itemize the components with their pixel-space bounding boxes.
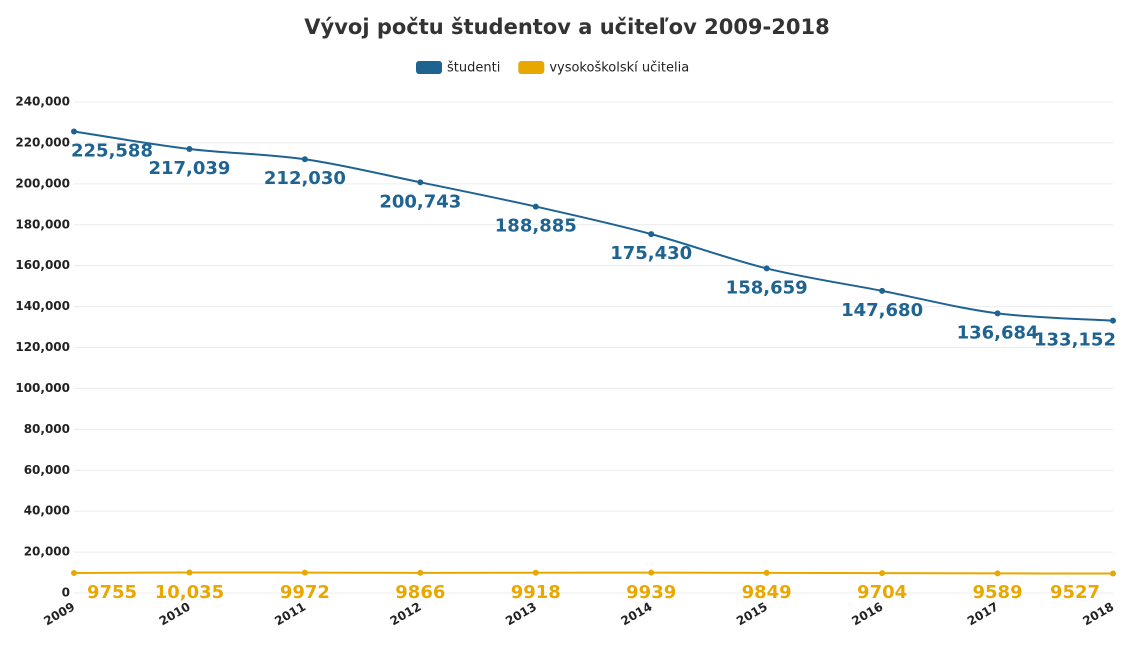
- data-label: 225,588: [71, 140, 153, 161]
- point: [1110, 570, 1116, 577]
- point: [417, 569, 424, 576]
- data-label: 9866: [395, 582, 445, 603]
- point: [301, 569, 308, 576]
- data-label: 9527: [1050, 582, 1100, 603]
- point: [417, 179, 424, 186]
- y-tick-label: 20,000: [24, 545, 70, 559]
- point: [71, 570, 77, 577]
- legend-swatch: [416, 61, 442, 74]
- y-tick-label: 40,000: [24, 504, 70, 518]
- legend-swatch: [518, 61, 545, 74]
- y-tick-label: 0: [62, 586, 70, 600]
- series-line: [73, 571, 1114, 575]
- point: [186, 145, 193, 152]
- data-label: 158,659: [726, 277, 808, 298]
- data-label: 9704: [857, 582, 907, 603]
- y-tick-label: 120,000: [15, 340, 70, 354]
- data-label: 9939: [626, 582, 676, 603]
- data-label: 217,039: [148, 158, 230, 179]
- x-tick-label: 2009: [41, 600, 77, 629]
- x-tick-label: 2011: [272, 600, 308, 629]
- data-label: 9755: [87, 582, 137, 603]
- data-label: 9849: [742, 582, 792, 603]
- point: [879, 570, 886, 577]
- y-tick-label: 60,000: [24, 463, 70, 477]
- point: [301, 156, 308, 163]
- y-tick-label: 200,000: [15, 176, 70, 190]
- y-tick-label: 240,000: [15, 95, 70, 109]
- y-tick-label: 220,000: [15, 135, 70, 149]
- x-tick-label: 2017: [965, 600, 1001, 629]
- data-label: 188,885: [495, 216, 577, 237]
- data-label: 9918: [511, 582, 561, 603]
- point: [879, 287, 886, 294]
- point: [186, 569, 193, 576]
- data-label: 9589: [973, 582, 1023, 603]
- data-label: 9972: [280, 582, 330, 603]
- chart-title: Vývoj počtu študentov a učiteľov 2009-20…: [304, 15, 829, 39]
- x-tick-label: 2013: [503, 600, 539, 629]
- x-tick-label: 2016: [849, 600, 885, 629]
- x-tick-label: 2010: [157, 600, 193, 629]
- data-label: 200,743: [379, 191, 461, 212]
- point: [763, 569, 770, 576]
- x-tick-label: 2018: [1080, 600, 1116, 629]
- y-tick-label: 140,000: [15, 299, 70, 313]
- y-tick-label: 160,000: [15, 258, 70, 272]
- x-tick-label: 2012: [388, 600, 424, 629]
- legend-label: študenti: [447, 61, 500, 76]
- series-line: [73, 130, 1114, 322]
- data-label: 147,680: [841, 300, 923, 321]
- data-label: 10,035: [155, 582, 224, 603]
- y-tick-label: 100,000: [15, 381, 70, 395]
- point: [532, 569, 539, 576]
- data-label: 212,030: [264, 168, 346, 189]
- y-tick-label: 80,000: [24, 422, 70, 436]
- data-label: 175,430: [610, 243, 692, 264]
- point: [994, 310, 1001, 317]
- y-tick-label: 180,000: [15, 217, 70, 231]
- data-label: 133,152: [1034, 330, 1116, 351]
- point: [994, 570, 1001, 577]
- point: [532, 203, 539, 210]
- x-tick-label: 2015: [734, 600, 770, 629]
- data-label: 136,684: [957, 322, 1039, 343]
- x-tick-label: 2014: [619, 600, 655, 629]
- point: [648, 231, 655, 238]
- point: [71, 128, 77, 135]
- legend-label: vysokoškolskí učitelia: [549, 61, 689, 76]
- point: [648, 569, 655, 576]
- point: [1110, 317, 1116, 324]
- point: [763, 265, 770, 272]
